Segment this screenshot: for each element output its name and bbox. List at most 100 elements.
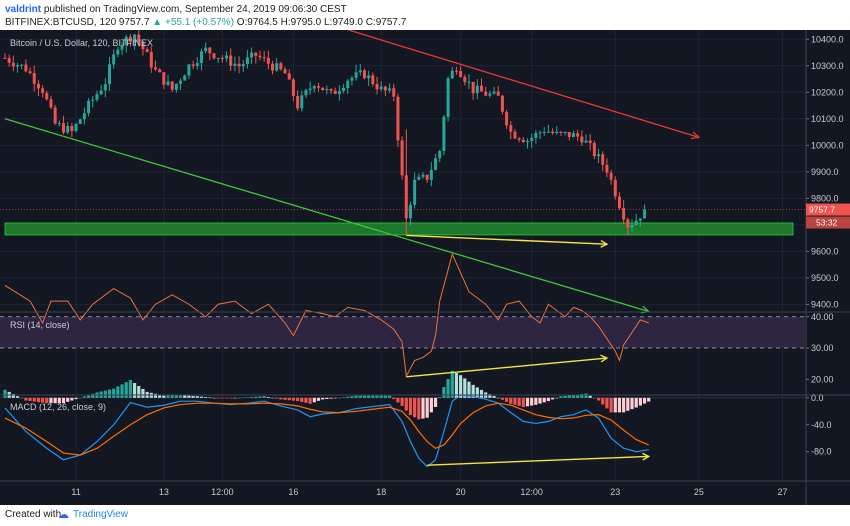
macd-histogram-bar [358, 395, 362, 398]
candle-body [630, 224, 634, 228]
macd-histogram-bar [605, 397, 609, 409]
macd-histogram-bar [521, 397, 525, 407]
macd-histogram-bar [467, 381, 471, 398]
macd-histogram-bar [471, 384, 475, 398]
macd-histogram-bar [379, 395, 383, 398]
candle-body [308, 88, 312, 91]
candle-body [413, 179, 417, 205]
macd-histogram-bar [463, 378, 467, 398]
y-tick-label: 40.00 [811, 312, 834, 322]
candle-body [183, 75, 187, 81]
candle-body [149, 52, 153, 68]
macd-histogram-bar [433, 397, 438, 407]
candle-body [321, 87, 325, 91]
candle-body [605, 164, 609, 173]
macd-histogram-bar [103, 390, 107, 398]
macd-histogram-bar [505, 397, 509, 402]
macd-histogram-bar [329, 397, 333, 399]
macd-histogram-bar [28, 397, 32, 402]
candle-body [408, 204, 412, 219]
macd-histogram-bar [333, 397, 337, 399]
candle-body [592, 143, 596, 157]
macd-histogram-bar [132, 382, 137, 398]
candle-body [488, 93, 492, 96]
macd-histogram-bar [316, 397, 321, 401]
y-tick-label: 30.00 [811, 343, 834, 353]
chart-background [0, 30, 850, 505]
macd-histogram-bar [112, 388, 116, 398]
time-axis[interactable]: 11 13 12:00 16 18 20 12:00 23 25 27 [71, 487, 787, 497]
macd-histogram-bar [162, 395, 166, 398]
candle-body [379, 86, 383, 90]
candle-body [45, 92, 49, 100]
price-divergence-arrow [406, 234, 607, 245]
candle-body [442, 116, 446, 152]
candle-body [388, 88, 392, 91]
red-trendline [346, 30, 700, 138]
macd-histogram-bar [250, 397, 254, 398]
ohlc-label: O:9764.5 H:9795.0 L:9749.0 C:9757.7 [236, 17, 407, 28]
candle-body [517, 138, 521, 140]
candle-body [555, 131, 559, 133]
candle-body [28, 71, 32, 74]
candle-body [521, 139, 525, 143]
candle-body [237, 63, 241, 67]
candle-body [103, 84, 107, 91]
macd-histogram-bar [404, 397, 408, 411]
candle-body [70, 125, 74, 131]
candle-body [551, 131, 555, 133]
macd-histogram-bar [266, 397, 270, 398]
macd-histogram-bar [296, 397, 300, 402]
candle-body [496, 91, 500, 96]
candle-body [500, 95, 504, 112]
author-name[interactable]: valdrint [5, 4, 42, 15]
macd-histogram-bar [630, 397, 634, 410]
candle-body [546, 131, 550, 133]
macd-histogram-bar [454, 373, 459, 398]
tradingview-brand[interactable]: TradingView [73, 509, 129, 520]
macd-histogram-bar [642, 397, 647, 404]
candle-body [78, 119, 82, 124]
price-axis[interactable]: 9400.09500.09600.09700.09800.09900.01000… [806, 34, 844, 457]
macd-histogram-bar [20, 397, 24, 399]
candle-body [417, 176, 421, 180]
tradingview-logo-icon[interactable]: ☁ [58, 509, 69, 521]
candle-body [396, 96, 400, 141]
macd-histogram-bar [325, 397, 329, 400]
candle-body [16, 65, 20, 67]
candle-body [383, 86, 387, 91]
macd-histogram-bar [396, 397, 400, 403]
candle-body [53, 107, 57, 124]
candle-body [509, 125, 513, 132]
main-legend[interactable]: Bitcoin / U.S. Dollar, 120, BITFINEX [10, 38, 154, 48]
macd-histogram-bar [362, 395, 367, 398]
macd-legend[interactable]: MACD (12, 26, close, 9) [10, 402, 107, 412]
macd-histogram-bar [555, 397, 559, 399]
macd-histogram-bar [425, 397, 429, 418]
created-with-text: Created with [5, 509, 62, 520]
macd-histogram-bar [57, 397, 61, 404]
rsi-legend[interactable]: RSI (14, close) [10, 320, 70, 330]
candle-body [91, 99, 95, 101]
candle-body [220, 57, 224, 59]
candle-body [245, 57, 249, 65]
candle-body [216, 57, 220, 59]
chart-canvas[interactable]: 9400.09500.09600.09700.09800.09900.01000… [0, 30, 850, 505]
last-price-tag [806, 203, 850, 216]
candle-body [95, 94, 99, 100]
macd-histogram-bar [32, 397, 36, 402]
macd-histogram-bar [638, 397, 642, 406]
macd-histogram-bar [224, 397, 229, 399]
candle-body [57, 123, 61, 125]
support-zone [4, 222, 794, 236]
macd-line [4, 394, 649, 468]
macd-histogram-bar [647, 397, 651, 402]
macd-histogram-bar [11, 394, 15, 398]
macd-histogram-bar [446, 378, 450, 398]
candle-body [74, 123, 78, 131]
y-tick-label: 9500.0 [811, 273, 839, 283]
candle-body [534, 132, 538, 138]
green-trendline [4, 118, 649, 313]
published-text: published on TradingView.com, September … [43, 4, 347, 15]
macd-histogram-bar [622, 397, 626, 413]
